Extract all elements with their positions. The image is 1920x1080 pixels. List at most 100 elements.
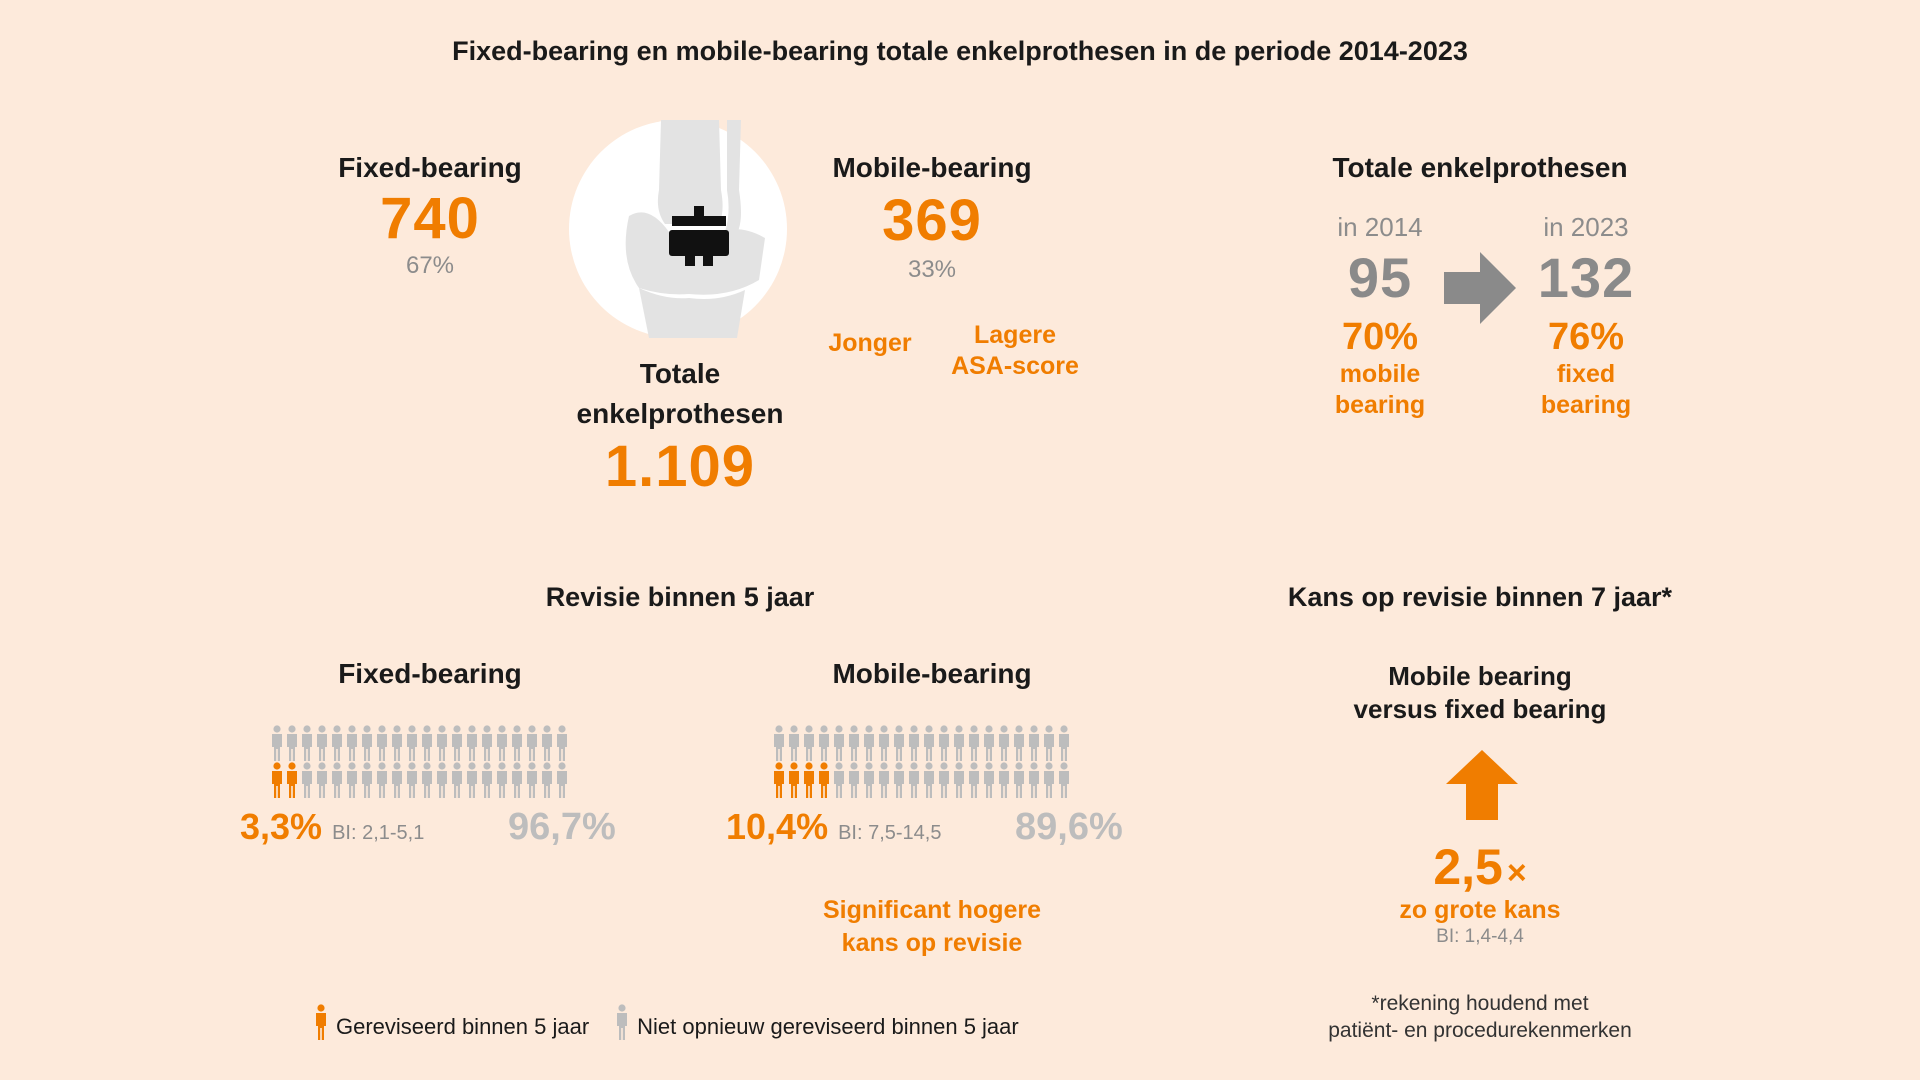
revision7-subtitle-line2: versus fixed bearing [1353,694,1607,724]
revision7-factor-value: 2,5 [1433,839,1503,895]
trend-to-pct: 76% [1547,316,1625,358]
significance-note-line1: Significant hogere [822,896,1042,924]
person-not-revised-icon [939,725,949,761]
person-not-revised-icon [969,762,979,798]
person-not-revised-icon [527,762,537,798]
person-revised-icon [819,762,829,798]
trend-to-label: in 2023 [1543,212,1629,242]
person-not-revised-icon [954,725,964,761]
person-not-revised-icon [512,725,522,761]
fixed-ci: BI: 2,1-5,1 [332,822,425,844]
person-not-revised-icon [332,762,342,798]
revision7-factor-symbol: × [1506,854,1527,892]
revision7-footnote: *rekening houdend met patiënt- en proced… [1280,990,1680,1044]
person-not-revised-icon [774,725,784,761]
legend-item-not-revised: Niet opnieuw gereviseerd binnen 5 jaar [613,1004,1019,1040]
person-not-revised-icon [557,762,567,798]
legend-item-revised: Gereviseerd binnen 5 jaar [312,1004,589,1040]
revision5-title: Revisie binnen 5 jaar [545,582,815,612]
person-grey-icon [617,1004,628,1040]
person-not-revised-icon [864,762,874,798]
mobile-bearing-count: 369 [882,188,982,253]
person-not-revised-icon [437,762,447,798]
person-not-revised-icon [1044,762,1054,798]
trait-younger: Jonger [828,329,912,357]
person-not-revised-icon [1014,725,1024,761]
person-not-revised-icon [407,762,417,798]
revision7-footnote-line1: *rekening houdend met [1371,992,1589,1015]
person-not-revised-icon [422,725,432,761]
person-not-revised-icon [924,725,934,761]
revision7-title: Kans op revisie binnen 7 jaar* [1287,582,1673,612]
trend-title: Totale enkelprothesen [1332,152,1628,183]
person-not-revised-icon [1029,725,1039,761]
fixed-bearing-label: Fixed-bearing [338,152,522,183]
trend-from-label: in 2014 [1337,212,1423,242]
mobile-stats: 10,4% BI: 7,5-14,5 [726,806,941,848]
person-not-revised-icon [287,725,297,761]
person-not-revised-icon [542,762,552,798]
person-not-revised-icon [392,725,402,761]
fixed-bearing-count: 740 [380,186,480,251]
revision7-factor: 2,5 × [1380,838,1580,896]
person-not-revised-icon [999,725,1009,761]
person-not-revised-icon [1059,762,1069,798]
person-not-revised-icon [467,762,477,798]
revision7-ci: BI: 1,4-4,4 [1436,926,1524,947]
fixed-people-row-1 [270,725,569,761]
trend-from-block: in 2014 95 70% mobile bearing [1300,212,1460,421]
revision5-mobile-label: Mobile-bearing [832,658,1032,689]
mobile-bearing-pct: 33% [907,256,957,283]
person-not-revised-icon [392,762,402,798]
person-not-revised-icon [804,725,814,761]
person-not-revised-icon [422,762,432,798]
person-not-revised-icon [482,762,492,798]
trend-to-desc-line1: fixed [1556,360,1616,388]
person-not-revised-icon [302,725,312,761]
trend-to-count: 132 [1537,246,1635,309]
arrow-up-icon [1446,750,1518,820]
person-orange-icon [316,1004,326,1040]
fixed-bearing-pct: 67% [405,252,455,279]
person-not-revised-icon [377,725,387,761]
significance-note-line2: kans op revisie [841,929,1023,957]
person-not-revised-icon [894,725,904,761]
person-not-revised-icon [834,725,844,761]
legend-not-revised-label: Niet opnieuw gereviseerd binnen 5 jaar [637,1014,1019,1039]
trait-asa: Lagere ASA-score [930,320,1100,382]
person-not-revised-icon [954,762,964,798]
person-not-revised-icon [969,725,979,761]
revision7-subtitle-line1: Mobile bearing [1388,661,1572,691]
person-not-revised-icon [332,725,342,761]
fixed-people-row-2 [270,762,569,798]
ankle-prosthesis-icon [569,120,787,338]
person-revised-icon [789,762,799,798]
person-not-revised-icon [347,725,357,761]
person-not-revised-icon [557,725,567,761]
trend-from-pct: 70% [1341,316,1419,358]
fixed-people-grid [270,725,569,798]
person-not-revised-icon [1059,725,1069,761]
person-not-revised-icon [452,762,462,798]
fixed-stats: 3,3% BI: 2,1-5,1 [240,806,424,848]
total-count: 1.109 [604,434,756,499]
revision7-desc: zo grote kans [1399,896,1561,924]
trend-from-count: 95 [1347,246,1413,309]
fixed-revised-pct: 3,3% [240,806,323,847]
person-not-revised-icon [834,762,844,798]
person-not-revised-icon [909,725,919,761]
page-title: Fixed-bearing en mobile-bearing totale e… [452,36,1468,66]
legend: Gereviseerd binnen 5 jaar Niet opnieuw g… [312,1004,1019,1040]
total-label-line2: enkelprothesen [576,398,784,429]
person-not-revised-icon [362,762,372,798]
person-not-revised-icon [317,725,327,761]
mobile-bearing-label: Mobile-bearing [832,152,1032,183]
revision5-fixed-label: Fixed-bearing [338,658,522,689]
person-not-revised-icon [849,725,859,761]
arrow-right-icon [1444,252,1516,324]
total-block: Totale enkelprothesen 1.109 [540,358,820,500]
person-not-revised-icon [939,762,949,798]
person-not-revised-icon [467,725,477,761]
mobile-ci: BI: 7,5-14,5 [838,822,942,844]
person-not-revised-icon [789,725,799,761]
